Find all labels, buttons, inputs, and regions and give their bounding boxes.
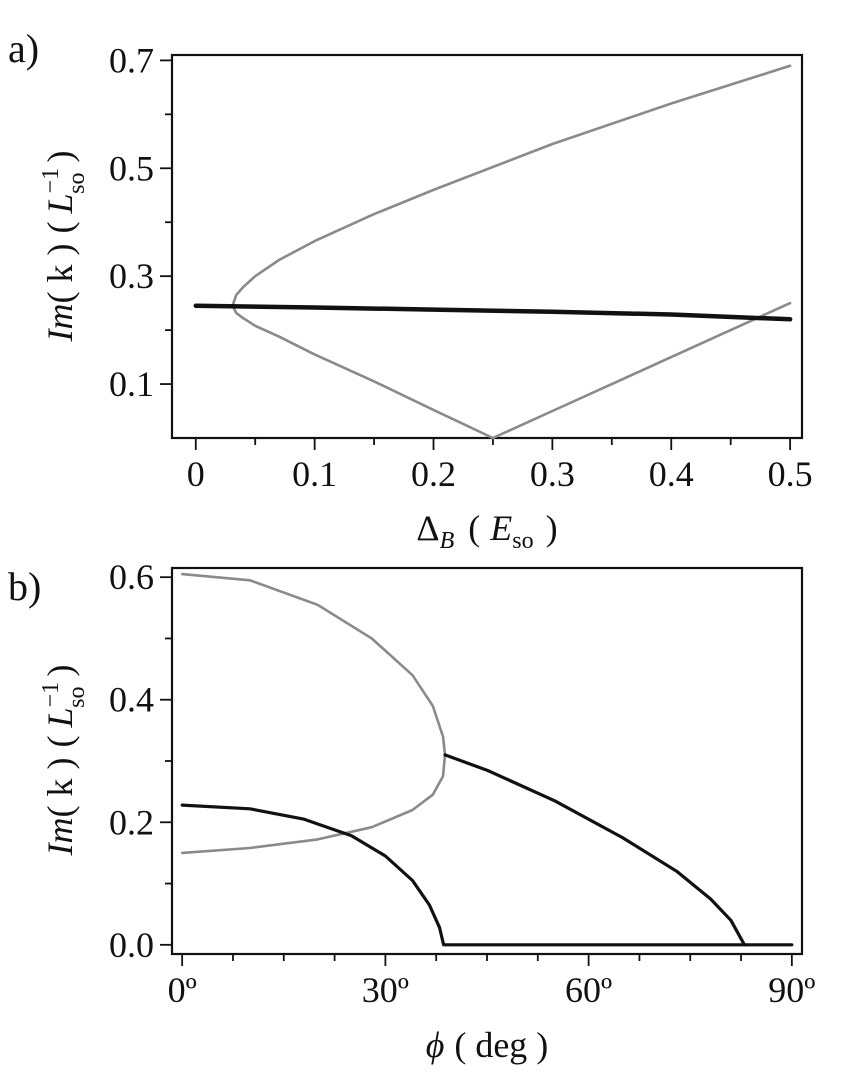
panel-b-ylabel-paren-open: ( xyxy=(40,735,80,747)
panel-a-ylabel-arg: ( k ) xyxy=(40,243,80,303)
panel-b-label: b) xyxy=(8,564,41,609)
panel-b-curves xyxy=(180,572,794,947)
panel-a-ylabel-unit: L xyxy=(40,193,80,214)
panel-b-ylabel-main: Im xyxy=(40,817,80,856)
panel-a-ylabel-paren-close: ) xyxy=(40,151,80,163)
panel-b-x-tick-label: 0º xyxy=(168,970,197,1010)
panel-a: a) 0 0.1 0.2 0.3 0.4 0.50.10.30.50.7 ΔB(Eso) … xyxy=(8,26,813,554)
panel-b-y-axis-title: Im( k ) ( L−1so) xyxy=(38,665,90,857)
panel-b-gray-curve-0 xyxy=(180,572,447,855)
panel-a-x-tick-label: 0.1 xyxy=(292,454,337,494)
panel-a-y-tick-label: 0.7 xyxy=(109,40,154,80)
panel-b-ylabel-unit-sup: −1 xyxy=(38,682,64,708)
panel-a-label: a) xyxy=(8,26,39,71)
panel-a-xlabel-unit: E xyxy=(489,508,512,548)
panel-b-ylabel-unit: L xyxy=(40,707,80,728)
panel-b-x-tick-label: 90º xyxy=(768,970,815,1010)
panel-b-ylabel-arg: ( k ) xyxy=(40,757,80,817)
panel-b-xlabel-main: ϕ xyxy=(426,1025,445,1065)
panel-a-ylabel-unit-sup: −1 xyxy=(38,168,64,194)
panel-a-gray-curve-1 xyxy=(491,301,792,440)
panel-b-x-tick-label: 30º xyxy=(362,970,409,1010)
panel-a-xlabel-unit-sub: so xyxy=(512,528,533,554)
panel-a-xlabel-paren-open: ( xyxy=(468,508,480,548)
panel-a-tick-labels: 0 0.1 0.2 0.3 0.4 0.5 0.1 0.3 0.5 0.7 xyxy=(109,40,813,494)
panel-a-y-tick-label: 0.5 xyxy=(109,148,154,188)
panel-a-xlabel-main: Δ xyxy=(416,508,439,548)
panel-b-ticks xyxy=(160,576,793,966)
panel-a-y-tick-label: 0.3 xyxy=(109,256,154,296)
panel-b-y-tick-label: 0.4 xyxy=(109,680,154,720)
panel-a-x-tick-label: 0.2 xyxy=(411,454,456,494)
panel-a-xlabel-paren-close: ) xyxy=(546,508,558,548)
panel-a-ylabel-main: Im xyxy=(40,303,80,342)
panel-a-plot-frame xyxy=(170,53,804,440)
panel-b-y-tick-label: 0.2 xyxy=(109,802,154,842)
panel-b-xlabel-arg: ( deg ) xyxy=(454,1025,548,1065)
panel-a-ylabel-paren-open: ( xyxy=(40,221,80,233)
panel-b-tick-labels: 0º 30º 60º 90º 0.0 0.2 0.4 0.6 xyxy=(109,557,815,1010)
panel-b-y-tick-label: 0.0 xyxy=(109,925,154,965)
panel-b-x-axis-title: ϕ( deg ) xyxy=(426,1025,549,1065)
panel-a-y-axis-title: Im( k ) ( L−1so) xyxy=(38,151,90,343)
panel-a-ylabel-unit-sub: so xyxy=(64,173,90,194)
panel-a-xlabel-sub: B xyxy=(440,528,455,554)
panel-a-x-tick-label: 0 xyxy=(187,454,205,494)
panel-a-black-curve-2 xyxy=(193,303,793,322)
panel-a-x-tick-label: 0.3 xyxy=(530,454,575,494)
panel-a-x-tick-label: 0.4 xyxy=(649,454,694,494)
panel-a-x-axis-title: ΔB (Eso) xyxy=(416,508,557,554)
panel-b-ylabel-unit-sub: so xyxy=(64,687,90,708)
panel-a-curves xyxy=(193,64,793,440)
panel-b-black-curve-1 xyxy=(180,803,794,947)
panel-b-x-tick-label: 60º xyxy=(565,970,612,1010)
panel-a-ticks xyxy=(160,59,792,450)
panel-b-ylabel-paren-close: ) xyxy=(40,665,80,677)
panel-a-y-tick-label: 0.1 xyxy=(109,364,154,404)
panel-b-y-tick-label: 0.6 xyxy=(109,557,154,597)
panel-b-black-curve-2 xyxy=(443,753,746,947)
panel-a-gray-curve-0 xyxy=(231,64,792,440)
panel-a-x-tick-label: 0.5 xyxy=(768,454,813,494)
